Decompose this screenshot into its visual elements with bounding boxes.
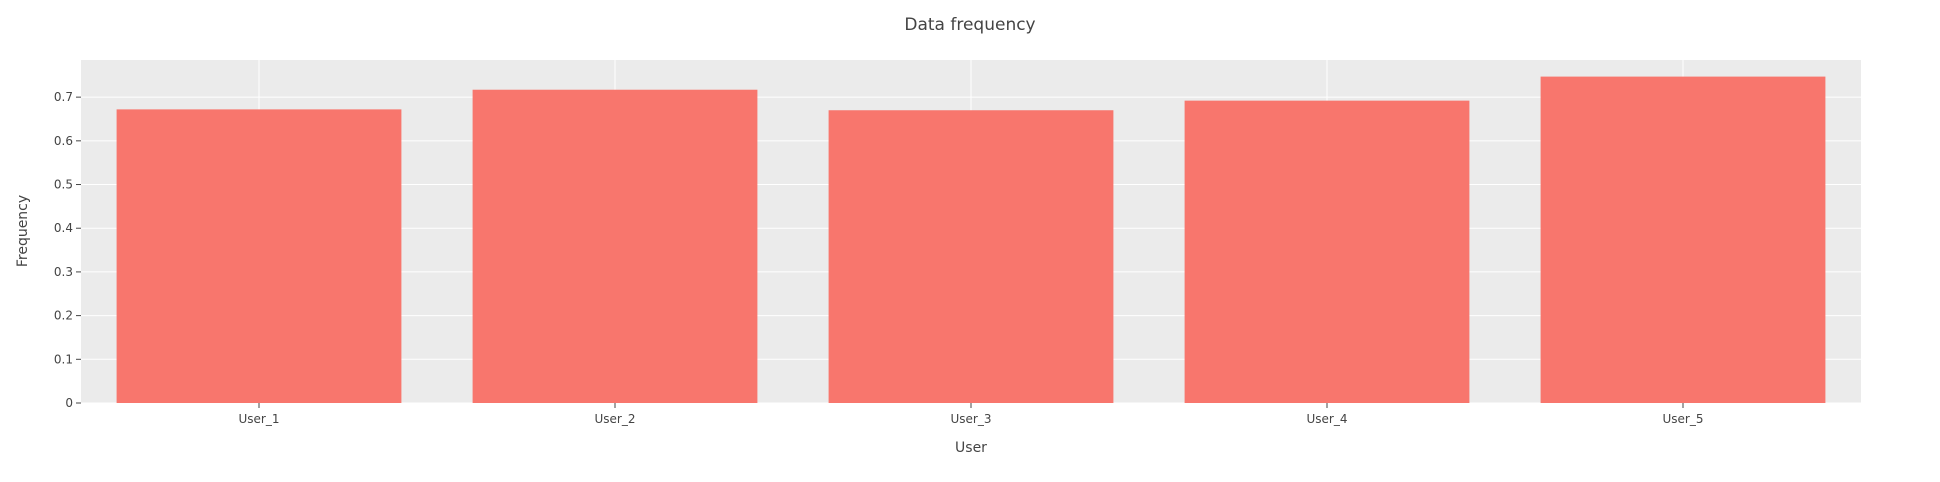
y-tick-label: 0.7 <box>54 90 73 104</box>
x-tick-label: User_3 <box>951 412 992 426</box>
bars <box>116 76 1826 404</box>
x-axis-title: User <box>955 440 987 456</box>
x-tick-label: User_5 <box>1663 412 1704 426</box>
y-tick-label: 0.2 <box>54 309 73 323</box>
y-tick-label: 0.5 <box>54 178 73 192</box>
bar-user-2 <box>472 89 758 404</box>
y-axis-title: Frequency <box>15 195 31 267</box>
y-tick-label: 0.6 <box>54 134 73 148</box>
bar-user-4 <box>1184 100 1470 403</box>
chart-title: Data frequency <box>904 15 1035 35</box>
y-tick-label: 0 <box>65 396 73 410</box>
y-tick-label: 0.4 <box>54 221 73 235</box>
y-tick-label: 0.1 <box>54 352 73 366</box>
bar-user-1 <box>116 109 402 404</box>
x-axis: User_1 User_2 User_3 User_4 User_5 <box>239 403 1704 426</box>
x-tick-label: User_2 <box>595 412 636 426</box>
x-tick-label: User_1 <box>239 412 280 426</box>
y-tick-label: 0.3 <box>54 265 73 279</box>
bar-user-3 <box>828 110 1114 403</box>
y-axis: 0 0.1 0.2 0.3 0.4 0.5 0.6 0.7 <box>54 90 81 410</box>
x-tick-label: User_4 <box>1307 412 1348 426</box>
bar-user-5 <box>1540 76 1826 403</box>
